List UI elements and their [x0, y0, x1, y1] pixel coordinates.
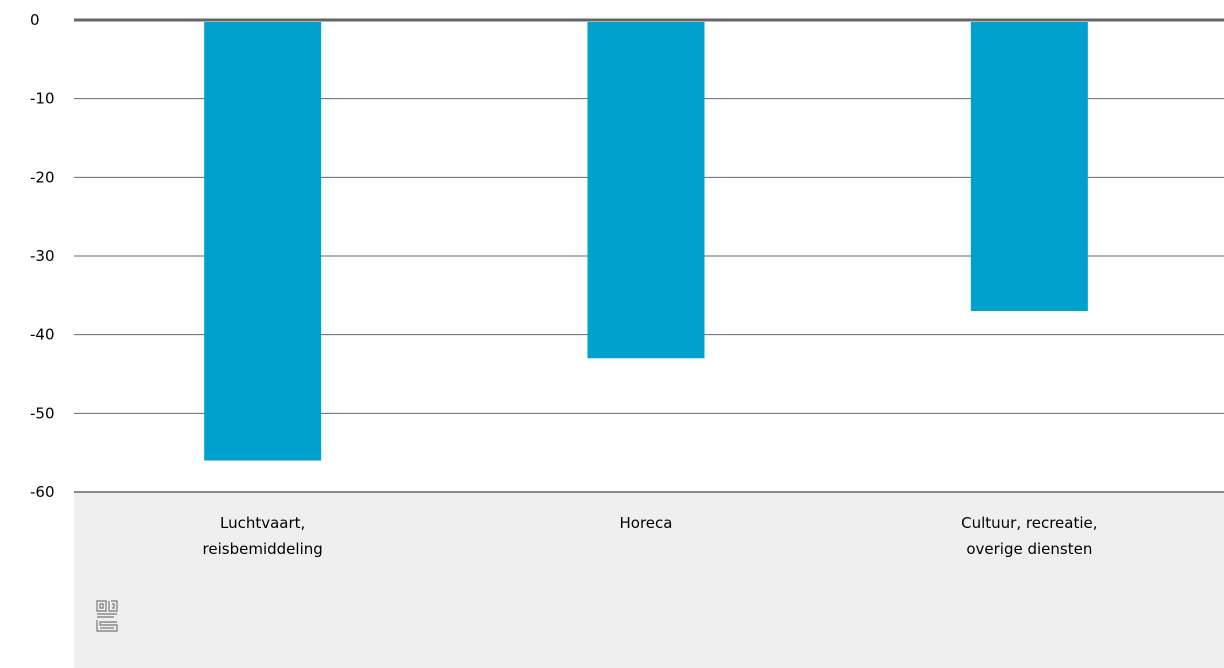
x-category-label: Horeca — [620, 514, 673, 532]
x-category-label-line: Luchtvaart, — [220, 514, 305, 532]
cbs-logo-stroke — [112, 603, 115, 609]
cbs-logo-stroke — [96, 600, 107, 612]
x-category-label-line: Horeca — [620, 514, 673, 532]
category-band — [74, 492, 1224, 668]
cbs-logo-stroke — [99, 603, 104, 609]
bar — [204, 22, 322, 461]
cbs-logo-icon — [96, 600, 118, 632]
x-category-label-line: reisbemiddeling — [203, 540, 323, 558]
y-tick-label: -30 — [30, 247, 55, 265]
cbs-logo-stroke — [96, 620, 118, 632]
y-tick-label: -40 — [30, 326, 55, 344]
x-category-label-line: overige diensten — [966, 540, 1092, 558]
y-tick-label: -60 — [30, 483, 55, 501]
x-category-label: Luchtvaart, reisbemiddeling — [203, 514, 323, 558]
bar — [970, 22, 1088, 312]
y-tick-label: 0 — [30, 11, 40, 29]
y-tick-label: -50 — [30, 404, 55, 422]
x-category-label: Cultuur, recreatie, overige diensten — [961, 514, 1097, 558]
y-tick-label: -10 — [30, 90, 55, 108]
bar — [587, 22, 705, 359]
cbs-logo-stroke — [108, 600, 118, 612]
y-tick-label: -20 — [30, 168, 55, 186]
x-category-label-line: Cultuur, recreatie, — [961, 514, 1097, 532]
